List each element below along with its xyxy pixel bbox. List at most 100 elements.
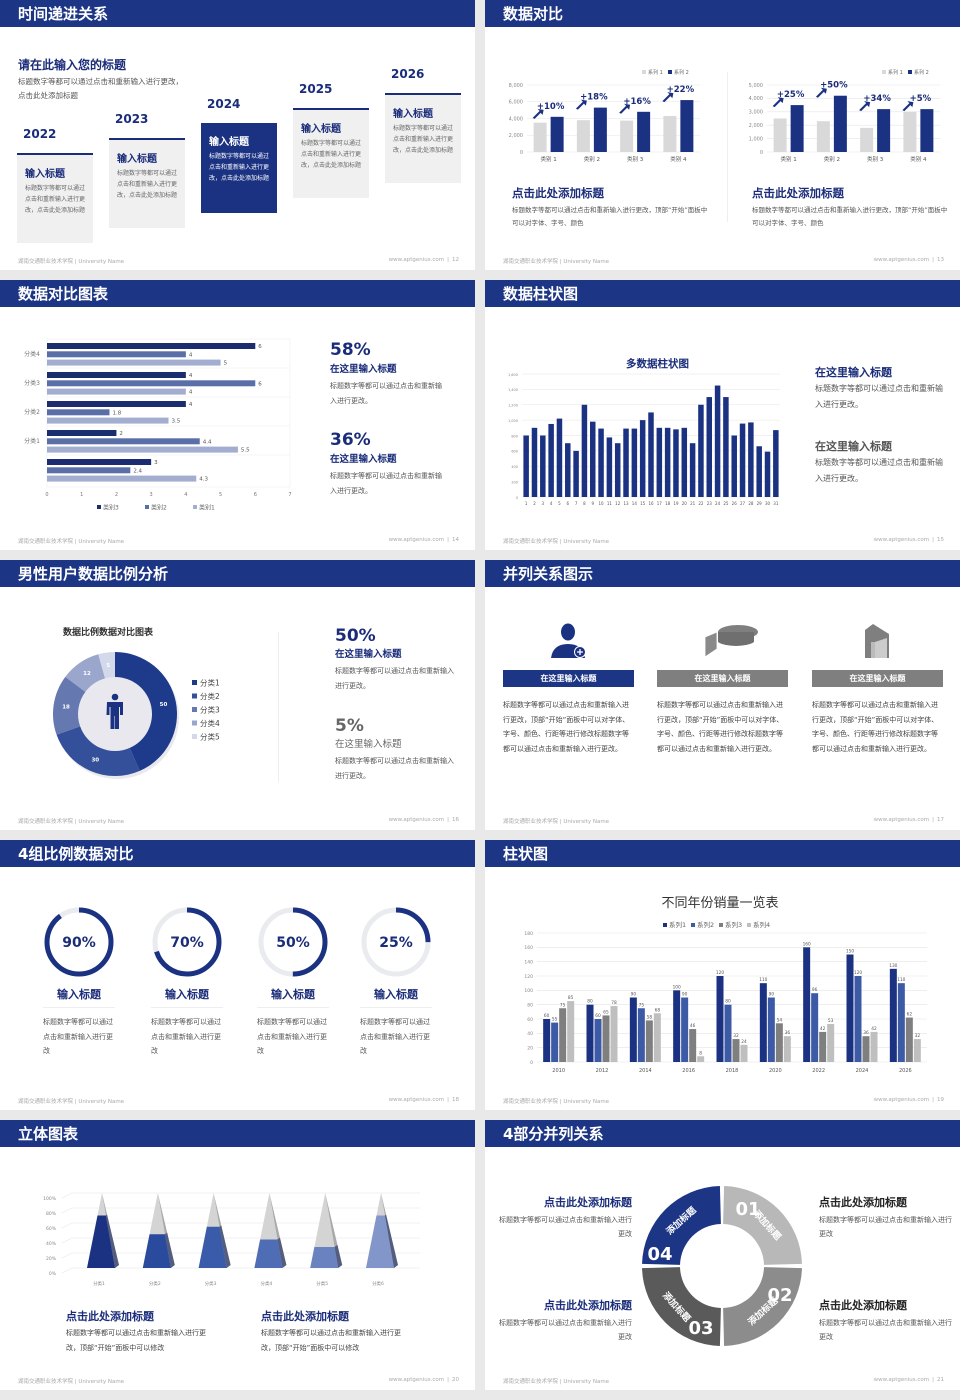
- item-title: 点击此处添加标题: [544, 1196, 632, 1209]
- gridline: [61, 1222, 420, 1229]
- slide-title: 数据对比图表: [18, 285, 109, 303]
- bar: [567, 1001, 575, 1062]
- timeline-card[interactable]: 输入标题 标题数字等都可以通过点击和重新输入进行更改，点击此处添加标题: [201, 123, 277, 213]
- footer-separator: |: [932, 1097, 934, 1103]
- data-label: 6: [258, 381, 262, 387]
- slide-title: 男性用户数据比例分析: [18, 565, 169, 583]
- slide-header: [485, 1120, 960, 1147]
- note-text: 标题数字等都可以通过点击和重新输入进行更改。: [815, 458, 943, 483]
- x-tick-label: 2010: [552, 1068, 565, 1074]
- caption-title: 点击此处添加标题: [66, 1310, 154, 1323]
- bar: [614, 443, 621, 497]
- data-label: 80: [587, 999, 593, 1005]
- footer-school: 湖南交通职业技术学院 | University Name: [18, 259, 125, 265]
- growth-label: +5%: [910, 94, 932, 104]
- y-tick-label: 1,600: [508, 373, 518, 377]
- growth-label: +10%: [537, 102, 565, 112]
- legend-label: 系列3: [725, 920, 742, 929]
- y-tick-label: 4,000: [509, 116, 523, 122]
- y-tick-label: 180: [524, 931, 533, 937]
- slide-header: [0, 280, 475, 307]
- timeline-year: 2024: [207, 97, 241, 111]
- data-label: 120: [854, 970, 862, 976]
- cycle-segment[interactable]: [723, 1186, 802, 1265]
- x-tick-label: 类别 4: [910, 155, 927, 163]
- data-label: 60: [595, 1013, 601, 1019]
- x-tick-label: 13: [623, 501, 629, 506]
- footer-separator: |: [447, 257, 449, 263]
- legend-swatch: [97, 505, 101, 509]
- divider: [360, 1007, 432, 1008]
- growth-arrow-icon: [662, 92, 674, 103]
- footer-site: www.aptgenius.com: [388, 1377, 445, 1383]
- legend-label: 分类2: [200, 691, 220, 701]
- footer-separator: |: [447, 1097, 449, 1103]
- bar: [543, 1019, 551, 1062]
- card-text: 标题数字等都可以通过点击和重新输入进行更改，点击此处添加标题: [209, 153, 270, 182]
- card-text: 标题数字等都可以通过点击和重新输入进行更改，点击此处添加标题: [393, 125, 454, 154]
- ring-title: 输入标题: [57, 988, 101, 1001]
- timeline-card[interactable]: 输入标题 标题数字等都可以通过点击和重新输入进行更改，点击此处添加标题: [109, 138, 185, 228]
- bar: [629, 997, 637, 1062]
- data-label: 130: [889, 963, 897, 969]
- data-label: 3.5: [172, 419, 181, 425]
- page-number: 19: [937, 1097, 944, 1103]
- data-label: 4.4: [203, 439, 212, 445]
- x-tick-label: 2022: [812, 1068, 825, 1074]
- x-tick-label: 9: [591, 501, 594, 506]
- pyramid-value: [310, 1247, 339, 1268]
- bar: [556, 418, 563, 497]
- data-label: 96: [812, 987, 818, 993]
- x-tick-label: 30: [765, 501, 771, 506]
- footer-site: www.aptgenius.com: [873, 1097, 930, 1103]
- growth-arrow-icon: [859, 101, 871, 112]
- timeline-card[interactable]: 输入标题 标题数字等都可以通过点击和重新输入进行更改，点击此处添加标题: [17, 153, 93, 243]
- cycle-segment[interactable]: [642, 1267, 721, 1346]
- cycle-segment[interactable]: [723, 1267, 802, 1346]
- slice-label: 50: [160, 702, 168, 708]
- bar: [637, 1008, 645, 1062]
- divider: [727, 72, 728, 222]
- bar: [533, 122, 547, 152]
- timeline-heading: 请在此输入您的标题: [18, 58, 127, 72]
- x-tick-label: 18: [665, 501, 671, 506]
- x-tick-label: 分类6: [372, 1280, 384, 1287]
- legend-swatch: [192, 720, 197, 726]
- timeline-card[interactable]: 输入标题 标题数字等都可以通过点击和重新输入进行更改，点击此处添加标题: [293, 108, 369, 198]
- bar: [47, 380, 256, 387]
- donut-slice: [65, 654, 106, 692]
- growth-arrow-icon: [619, 103, 631, 114]
- footer-separator: |: [932, 1377, 934, 1383]
- stat-value: 36%: [330, 430, 371, 450]
- y-tick-label: 160: [524, 945, 533, 951]
- card-text: 标题数字等都可以通过点击和重新输入进行更改，点击此处添加标题: [25, 185, 86, 214]
- bar: [716, 976, 724, 1062]
- column-header: 在这里输入标题: [657, 670, 788, 687]
- cycle-segment[interactable]: [642, 1186, 721, 1265]
- bar: [846, 954, 854, 1062]
- data-label: 110: [897, 977, 905, 983]
- legend-label: 系列 1: [888, 69, 903, 76]
- bar: [913, 1039, 921, 1062]
- slide-header: [0, 840, 475, 867]
- growth-label: +50%: [820, 81, 848, 91]
- page-number: 16: [452, 817, 459, 823]
- x-tick-label: 10: [599, 501, 605, 506]
- data-label: 42: [820, 1026, 826, 1032]
- bar: [673, 429, 679, 497]
- footer-separator: |: [932, 817, 934, 823]
- stat-title: 在这里输入标题: [330, 364, 397, 375]
- comparison-bar-chart: 0 2,000 4,000 6,000 8,000 类别 1 类别 2 类别 3 类别 4 系列 …: [509, 69, 700, 163]
- x-tick-label: 6: [567, 501, 570, 506]
- data-label: 75: [639, 1002, 645, 1008]
- x-tick-label: 4: [550, 501, 553, 506]
- legend-label: 系列1: [669, 920, 686, 929]
- data-label: 5: [224, 361, 228, 367]
- bar: [47, 430, 117, 436]
- pyramid-value: [87, 1215, 115, 1268]
- x-tick-label: 17: [657, 501, 663, 506]
- legend-swatch: [642, 70, 646, 74]
- chart-title: 多数据柱状图: [626, 358, 689, 370]
- timeline-card[interactable]: 输入标题 标题数字等都可以通过点击和重新输入进行更改，点击此处添加标题: [385, 93, 461, 183]
- donut-slice: [115, 652, 177, 771]
